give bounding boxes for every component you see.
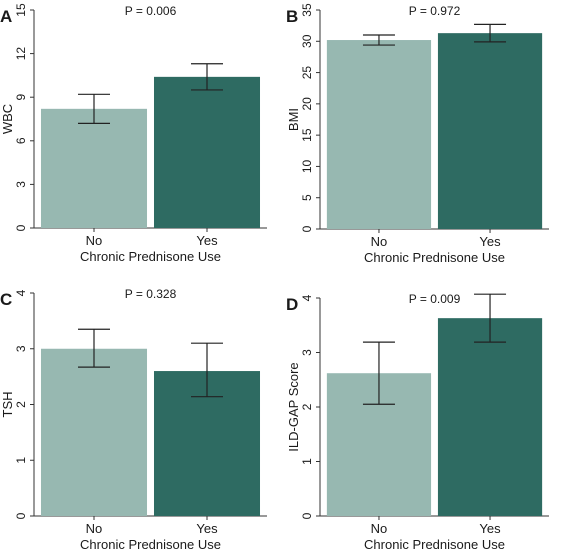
p-value-annotation: P = 0.006	[125, 4, 177, 18]
y-tick-label: 0	[300, 225, 314, 232]
panel-letter: A	[0, 7, 12, 26]
y-axis-label: ILD-GAP Score	[286, 362, 301, 451]
x-tick-label: No	[86, 521, 103, 536]
y-tick-label: 9	[14, 94, 28, 101]
y-tick-label: 15	[300, 128, 314, 142]
y-axis-label: BMI	[286, 108, 301, 131]
bar-no	[40, 108, 148, 228]
panel-letter: B	[286, 7, 298, 26]
x-tick-label: No	[371, 234, 388, 249]
y-tick-label: 15	[14, 3, 28, 17]
y-tick-label: 10	[300, 159, 314, 173]
bar-no	[40, 348, 148, 516]
y-tick-label: 3	[300, 349, 314, 356]
x-axis-label: Chronic Prednisone Use	[364, 537, 505, 552]
y-tick-label: 1	[14, 457, 28, 464]
y-tick-label: 4	[14, 289, 28, 296]
bar-yes	[153, 76, 261, 228]
y-tick-label: 3	[14, 181, 28, 188]
y-tick-label: 12	[14, 47, 28, 61]
y-tick-label: 6	[14, 137, 28, 144]
y-tick-label: 1	[300, 458, 314, 465]
y-tick-label: 0	[14, 512, 28, 519]
y-tick-label: 35	[300, 3, 314, 17]
p-value-annotation: P = 0.972	[409, 4, 461, 18]
bar-no	[326, 40, 432, 229]
x-tick-label: Yes	[196, 521, 218, 536]
y-tick-label: 5	[300, 194, 314, 201]
x-tick-label: No	[86, 233, 103, 248]
x-axis-label: Chronic Prednisone Use	[80, 537, 221, 552]
x-tick-label: Yes	[196, 233, 218, 248]
bar-yes	[437, 33, 543, 229]
x-tick-label: No	[371, 521, 388, 536]
p-value-annotation: P = 0.328	[125, 287, 177, 301]
y-axis-label: TSH	[0, 392, 15, 418]
y-tick-label: 0	[14, 224, 28, 231]
y-tick-label: 30	[300, 34, 314, 48]
x-tick-label: Yes	[479, 521, 501, 536]
y-tick-label: 4	[300, 294, 314, 301]
x-tick-label: Yes	[479, 234, 501, 249]
y-tick-label: 25	[300, 66, 314, 80]
y-tick-label: 20	[300, 97, 314, 111]
p-value-annotation: P = 0.009	[409, 292, 461, 306]
panel-letter: C	[0, 290, 12, 309]
y-tick-label: 2	[14, 401, 28, 408]
y-tick-label: 3	[14, 345, 28, 352]
x-axis-label: Chronic Prednisone Use	[364, 250, 505, 265]
y-tick-label: 0	[300, 512, 314, 519]
bar-yes	[437, 318, 543, 516]
panel-letter: D	[286, 295, 298, 314]
y-tick-label: 2	[300, 403, 314, 410]
y-axis-label: WBC	[0, 104, 15, 134]
x-axis-label: Chronic Prednisone Use	[80, 249, 221, 264]
